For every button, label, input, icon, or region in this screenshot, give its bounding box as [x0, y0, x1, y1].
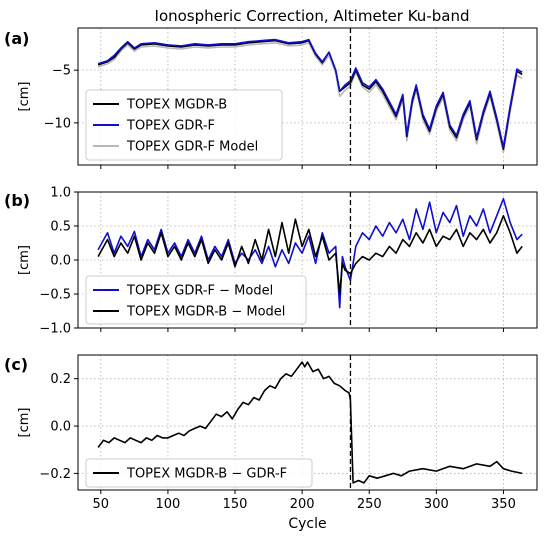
x-axis-label: Cycle — [288, 516, 326, 532]
legend-entry: TOPEX GDR-F — [126, 119, 215, 134]
x-tick-label: 100 — [156, 497, 181, 512]
legend-entry: TOPEX MGDR-B − GDR-F — [126, 467, 287, 482]
y-axis-label: [cm] — [17, 245, 32, 275]
figure-title: Ionospheric Correction, Altimeter Ku-ban… — [155, 7, 470, 25]
legend-entry: TOPEX MGDR-B − Model — [126, 305, 285, 320]
y-tick-label: −0.5 — [39, 288, 71, 303]
series-line-2 — [97, 38, 523, 148]
axes-frame — [77, 354, 538, 491]
panel-label: (a) — [4, 29, 29, 48]
x-tick-label: 300 — [424, 497, 449, 512]
y-tick-label: −5 — [52, 64, 71, 79]
panel-c: 50 100 150 200 250 300 350 0.2 0.0 −0.2 [cm] (c) Cyc… — [4, 354, 538, 532]
y-tick-label: −0.2 — [39, 467, 71, 482]
series-line-2 — [97, 215, 523, 295]
legend: TOPEX MGDR-B − GDR-F — [85, 458, 313, 488]
series-line-1 — [97, 39, 523, 150]
y-axis-label: [cm] — [17, 82, 32, 112]
y-axis-label: [cm] — [17, 408, 32, 438]
panel-label: (c) — [4, 355, 28, 374]
series-line-3 — [97, 42, 523, 154]
legend-box — [85, 89, 283, 161]
y-tick-label: −10 — [44, 116, 71, 131]
panel-label: (b) — [4, 191, 30, 210]
legend-box — [85, 458, 313, 488]
axes-frame — [77, 27, 538, 166]
series-line-1 — [97, 361, 523, 484]
y-tick-label: 0.0 — [50, 420, 71, 435]
x-tick-label: 150 — [223, 497, 248, 512]
legend-box — [85, 275, 307, 325]
legend-entry: TOPEX GDR-F − Model — [126, 284, 273, 299]
y-tick-label: 1.0 — [50, 186, 71, 201]
y-tick-label: 0.2 — [50, 372, 71, 387]
y-tick-label: 0.5 — [50, 220, 71, 235]
legend-entry: TOPEX GDR-F Model — [126, 140, 258, 155]
legend: TOPEX MGDR-B TOPEX GDR-F TOPEX GDR-F Model — [85, 89, 283, 161]
y-tick-label: 0.0 — [50, 254, 71, 269]
y-tick-label: −1.0 — [39, 322, 71, 337]
x-tick-label: 350 — [491, 497, 516, 512]
x-tick-label: 50 — [93, 497, 110, 512]
x-tick-label: 250 — [357, 497, 382, 512]
panel-b: 1.0 0.5 0.0 −0.5 −1.0 [cm] (b) TOPEX GDR-F − Mo… — [4, 186, 538, 337]
x-tick-label: 200 — [290, 497, 315, 512]
legend-entry: TOPEX MGDR-B — [126, 98, 227, 113]
legend: TOPEX GDR-F − Model TOPEX MGDR-B − Model — [85, 275, 307, 325]
